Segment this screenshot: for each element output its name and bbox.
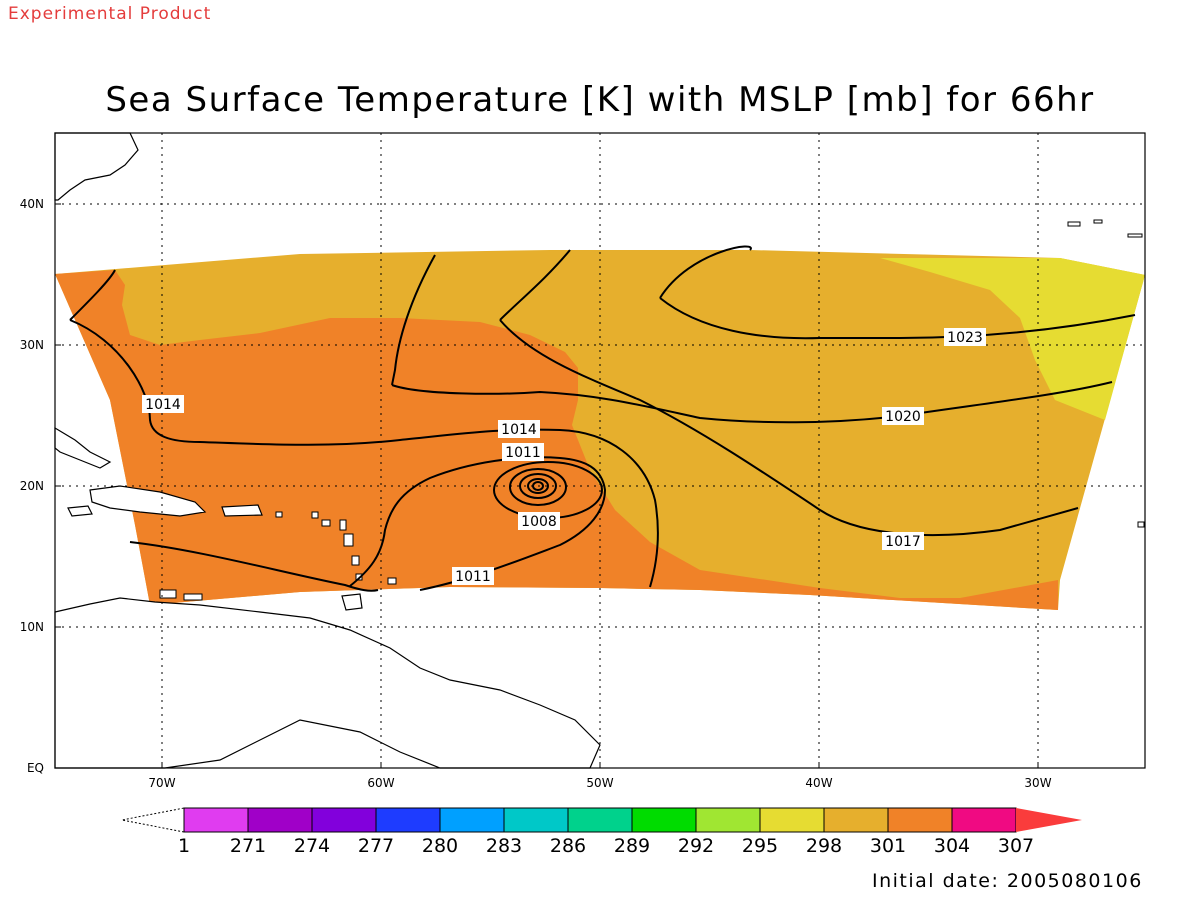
svg-text:1008: 1008 [521,514,557,530]
svg-text:1020: 1020 [885,409,921,425]
contour-label-1011-south: 1011 [452,567,494,585]
colorbar-under-arrow [121,807,185,833]
svg-text:1011: 1011 [455,569,491,585]
sst-region-304 [55,270,1058,610]
lon-label-60w: 60W [367,776,394,790]
south-america-coast [54,597,601,769]
contour-label-1020: 1020 [882,407,924,425]
colorbar-swatch [887,807,953,833]
colorbar-swatch [759,807,825,833]
colorbar-label: 277 [358,835,394,857]
svg-text:1014: 1014 [145,397,181,413]
colorbar-over-arrow [1016,808,1082,832]
hispaniola-island [89,485,207,517]
lat-label-10n: 10N [20,620,44,634]
colorbar-label: 1 [178,835,190,857]
colorbar-label: 271 [230,835,266,857]
chart-title: Sea Surface Temperature [K] with MSLP [m… [105,80,1095,120]
colorbar-label: 283 [486,835,522,857]
jamaica-island [67,505,93,517]
isobar-1014-west [69,269,659,588]
colorbar-label: 289 [614,835,650,857]
contour-label-1014-center: 1014 [498,420,540,438]
colorbar-swatch [823,807,889,833]
colorbar-swatch [311,807,377,833]
svg-text:1023: 1023 [947,330,983,346]
north-america-coast [54,132,139,201]
lon-label-50w: 50W [586,776,613,790]
colorbar-label: 304 [934,835,970,857]
colorbar-swatch [439,807,505,833]
isobar-1023 [659,245,1136,340]
colorbar-swatch [695,807,761,833]
isobar-1020 [391,254,1113,424]
sst-field [55,250,1145,610]
lon-label-70w: 70W [148,776,175,790]
cuba-island [54,426,112,469]
puerto-rico-island [221,504,263,517]
small-islands [159,219,1145,601]
colorbar-label: 295 [742,835,778,857]
experimental-badge: Experimental Product [8,4,212,24]
graticule [55,133,1145,768]
contour-labels: 1023 1020 1017 1014 1014 1011 1011 1008 [142,328,986,585]
colorbar-swatch [375,807,441,833]
coastlines [54,132,601,769]
lon-label-40w: 40W [805,776,832,790]
lat-label-20n: 20N [20,479,44,493]
lat-label-40n: 40N [20,197,44,211]
colorbar-label: 274 [294,835,330,857]
svg-text:1017: 1017 [885,534,921,550]
contour-label-1008: 1008 [518,512,560,530]
colorbar-label: 280 [422,835,458,857]
lon-label-30w: 30W [1024,776,1051,790]
colorbar-label: 307 [998,835,1034,857]
lat-label-30n: 30N [20,338,44,352]
trinidad-island [341,593,363,611]
isobar-1011 [129,456,607,592]
contour-label-1011-center: 1011 [502,443,544,461]
lat-axis: EQ 10N 20N 30N 40N [20,197,61,775]
contour-label-1023: 1023 [944,328,986,346]
lon-axis: 70W 60W 50W 40W 30W [148,762,1052,790]
sst-region-298 [880,258,1145,420]
colorbar-label: 286 [550,835,586,857]
svg-text:1014: 1014 [501,422,537,438]
colorbar-label: 301 [870,835,906,857]
contour-label-1014-west: 1014 [142,395,184,413]
colorbar-swatch [247,807,313,833]
colorbar-swatch [503,807,569,833]
isobars [69,245,1136,592]
colorbar: 1 271 274 277 280 283 286 289 292 295 298 301 304 307 [121,807,1082,857]
colorbar-label: 292 [678,835,714,857]
colorbar-label: 298 [806,835,842,857]
colorbar-swatch [631,807,697,833]
svg-text:1011: 1011 [505,445,541,461]
contour-label-1017: 1017 [882,532,924,550]
colorbar-swatch [567,807,633,833]
colorbar-swatch [183,807,249,833]
lat-label-eq: EQ [27,761,44,775]
colorbar-swatch [951,807,1017,833]
initial-date: Initial date: 2005080106 [872,870,1143,892]
